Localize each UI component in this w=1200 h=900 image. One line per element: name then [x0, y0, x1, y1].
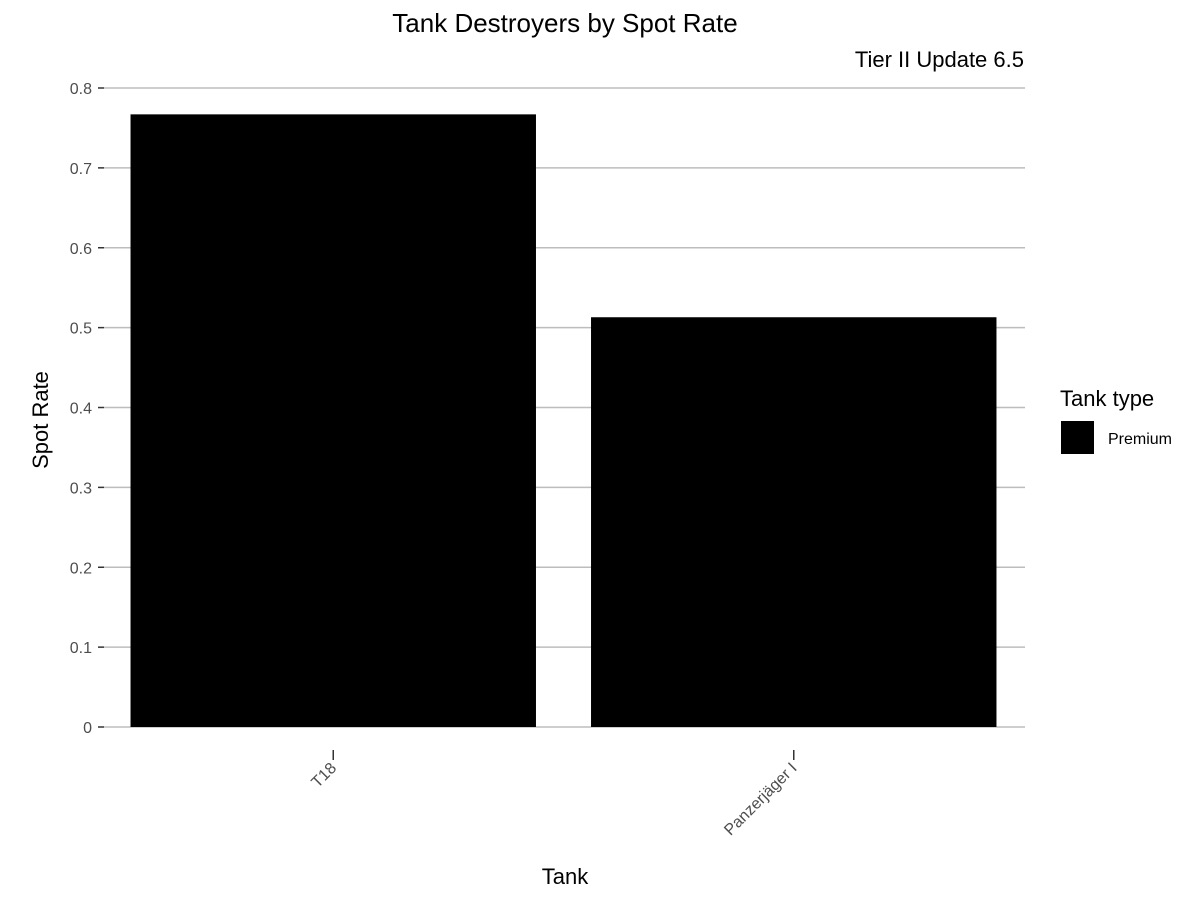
legend-swatch-premium [1061, 421, 1094, 454]
chart-title: Tank Destroyers by Spot Rate [392, 8, 737, 38]
y-tick-label-6: 0.6 [70, 241, 92, 258]
y-axis-ticks: 0 0.1 0.2 0.3 0.4 0.5 0.6 0.7 0.8 [70, 81, 104, 737]
y-tick-label-7: 0.7 [70, 161, 92, 178]
chart-subtitle: Tier II Update 6.5 [855, 47, 1024, 72]
y-tick-label-1: 0.1 [70, 640, 92, 657]
legend-title: Tank type [1060, 386, 1154, 411]
y-axis-title: Spot Rate [28, 371, 53, 469]
legend-label-premium: Premium [1108, 431, 1172, 448]
bar-0 [130, 114, 536, 727]
x-tick-label-1: Panzerjäger I [721, 760, 800, 839]
x-axis-ticks: T18 Panzerjäger I [309, 750, 801, 839]
y-tick-label-5: 0.5 [70, 321, 92, 338]
bar-1 [591, 317, 997, 727]
x-axis-title: Tank [542, 864, 589, 889]
y-tick-label-8: 0.8 [70, 81, 92, 98]
y-tick-label-2: 0.2 [70, 560, 92, 577]
x-tick-label-0: T18 [309, 760, 341, 792]
bars [130, 114, 997, 727]
legend: Tank type Premium [1060, 386, 1172, 454]
y-tick-label-0: 0 [83, 720, 92, 737]
y-tick-label-4: 0.4 [70, 401, 92, 418]
y-tick-label-3: 0.3 [70, 480, 92, 497]
